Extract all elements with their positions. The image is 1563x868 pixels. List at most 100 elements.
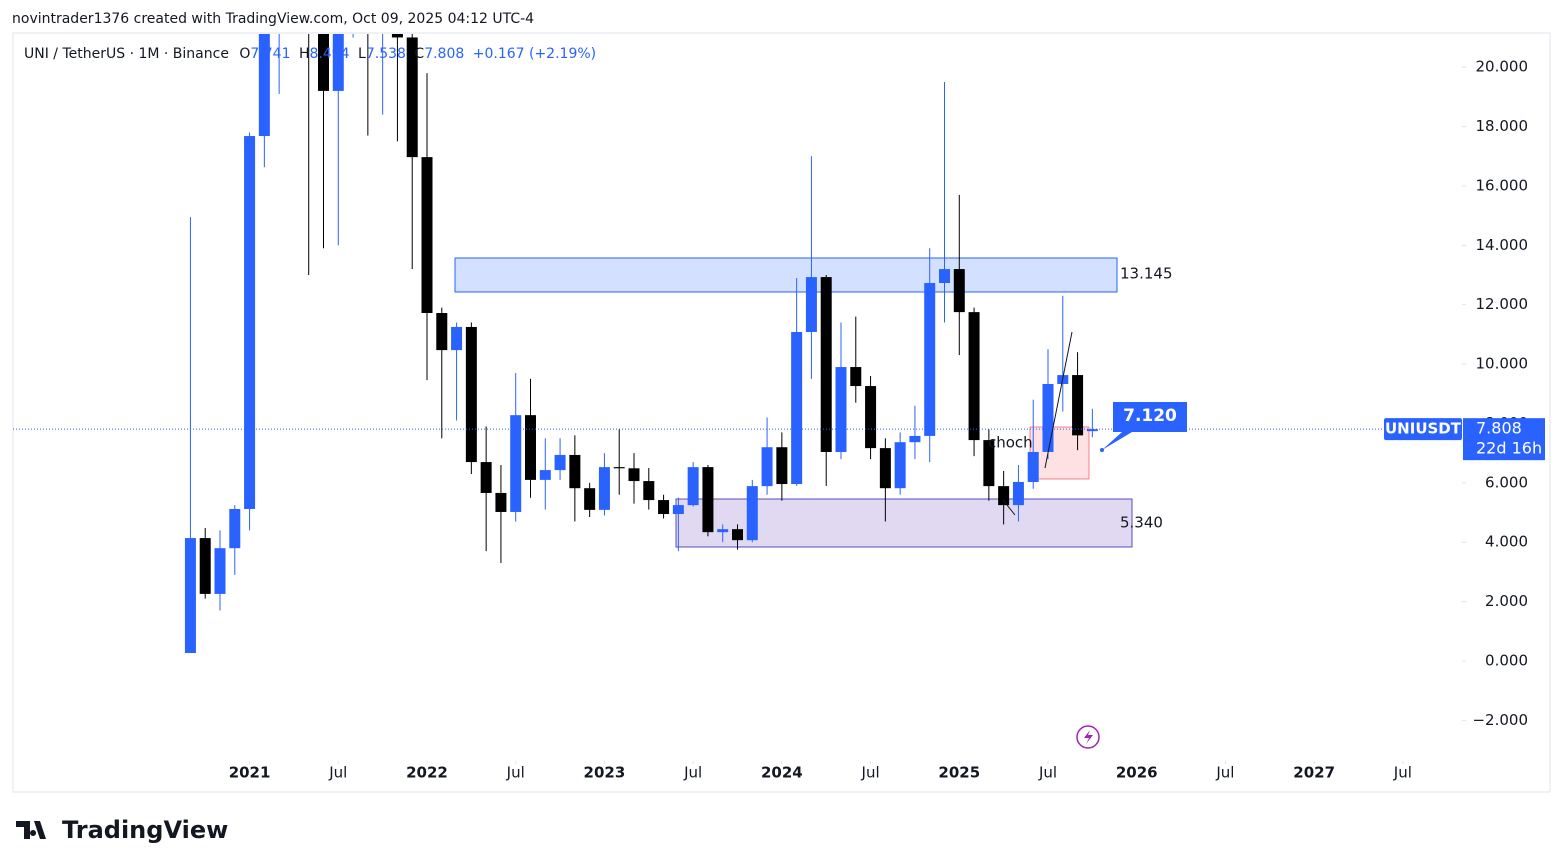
plot <box>13 0 1462 653</box>
x-tick-label: 2022 <box>406 764 448 782</box>
y-tick-label: 6.000 <box>1485 473 1528 491</box>
attribution: novintrader1376 created with TradingView… <box>12 11 534 27</box>
y-tick-label: 0.000 <box>1485 652 1528 670</box>
candle-body <box>525 415 536 480</box>
x-tick-label: 2027 <box>1293 764 1335 782</box>
candle-body <box>924 283 936 436</box>
candle-body <box>569 454 581 489</box>
chart-frame <box>12 32 1551 793</box>
candle-body <box>879 448 891 489</box>
overlays: choch 7.120 13.145 5.340 <box>988 265 1187 749</box>
symbol: UNI / TetherUS · 1M · Binance <box>24 46 229 62</box>
candle-body <box>480 462 492 493</box>
candle-body <box>229 508 241 549</box>
candle-body <box>643 481 655 501</box>
flash-icon <box>1084 730 1093 744</box>
x-tick-label: Jul <box>328 764 347 782</box>
x-tick-label: Jul <box>1038 764 1057 782</box>
zone-label: 13.145 <box>1120 265 1173 283</box>
y-tick-label: −2.000 <box>1472 711 1528 729</box>
zone-label: 5.340 <box>1120 514 1163 532</box>
candle-body <box>391 34 403 38</box>
candle-body <box>998 486 1010 506</box>
trend-line <box>1002 499 1016 516</box>
candle-body <box>1027 451 1039 482</box>
ohlc-key: C <box>414 46 424 62</box>
x-tick-label: 2023 <box>584 764 626 782</box>
candle-body <box>746 486 758 541</box>
candle-body <box>244 136 256 509</box>
candle-body <box>598 467 610 510</box>
ohlc-value: 8.494 <box>310 46 350 62</box>
candle-body <box>510 415 522 512</box>
y-tick-label: 14.000 <box>1476 236 1529 254</box>
candle-body <box>613 467 625 469</box>
candle-body <box>539 470 551 480</box>
candle-body <box>584 488 596 510</box>
candle-body <box>274 0 285 11</box>
candle-body <box>761 447 773 487</box>
x-tick-label: 2021 <box>229 764 271 782</box>
y-tick-label: 2.000 <box>1485 592 1528 610</box>
y-tick-label: 20.000 <box>1476 58 1529 76</box>
candle-body <box>909 435 921 443</box>
ticker-label: UNIUSDT <box>1385 420 1462 438</box>
candle-body <box>776 447 788 485</box>
candle-body <box>717 529 729 533</box>
order-block <box>1029 426 1090 480</box>
candle-body <box>465 326 477 463</box>
trend-line <box>1044 331 1073 469</box>
candle-body <box>865 386 877 449</box>
candle-body <box>953 269 965 313</box>
ticker-tag <box>1384 418 1462 441</box>
candle-body <box>850 367 862 387</box>
demand-zone <box>675 498 1133 548</box>
candle-body <box>939 269 950 284</box>
y-tick-label: 16.000 <box>1476 176 1529 194</box>
candle-body <box>968 312 980 441</box>
candle-body <box>628 468 640 482</box>
candle-body <box>436 313 448 351</box>
callout-dot <box>1100 448 1104 452</box>
candle-body <box>894 442 906 489</box>
x-tick-label: 2024 <box>761 764 803 782</box>
candle-body <box>805 277 817 333</box>
candle-body <box>332 34 344 91</box>
y-tick-label: 12.000 <box>1476 295 1529 313</box>
supply-zone <box>454 257 1118 293</box>
x-tick-label: Jul <box>1393 764 1412 782</box>
x-tick-label: Jul <box>861 764 880 782</box>
brand-logo <box>16 821 46 839</box>
candle-body <box>672 505 684 515</box>
ohlc-key: H <box>299 46 310 62</box>
candle-body <box>421 157 433 314</box>
flash-icon <box>1076 725 1100 749</box>
x-tick-label: Jul <box>1215 764 1234 782</box>
callout <box>1102 402 1187 450</box>
candle-body <box>791 332 803 485</box>
x-tick-label: Jul <box>683 764 702 782</box>
candle-body <box>406 37 418 158</box>
candle-body <box>1012 481 1024 506</box>
candle-body <box>702 467 714 533</box>
ohlc-key: O <box>239 46 250 62</box>
candle-body <box>835 367 847 452</box>
candle-body <box>318 34 329 91</box>
y-tick-label: 10.000 <box>1476 355 1529 373</box>
ohlc-value: 7.741 <box>250 46 290 62</box>
y-tick-label: 4.000 <box>1485 533 1528 551</box>
candle-body <box>214 548 226 594</box>
candle-body <box>258 34 270 137</box>
legend-header: UNI / TetherUS · 1M · Binance O7.741 H8.… <box>24 46 596 62</box>
ohlc-key: L <box>358 46 366 62</box>
choch-label: choch <box>988 434 1033 452</box>
candle-body <box>983 440 995 487</box>
x-tick-label: 2025 <box>938 764 980 782</box>
change: +0.167 (+2.19%) <box>473 46 596 62</box>
candle-body <box>554 454 566 471</box>
countdown: 22d 16h <box>1476 439 1542 458</box>
ohlc-value: 7.808 <box>424 46 464 62</box>
x-tick-label: Jul <box>506 764 525 782</box>
